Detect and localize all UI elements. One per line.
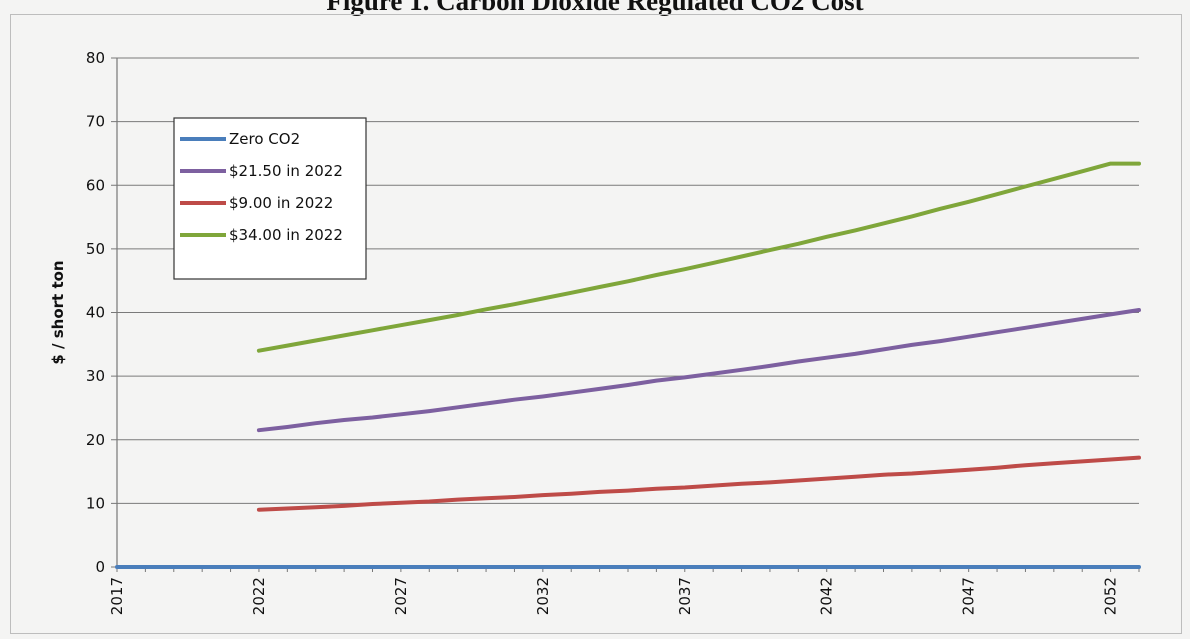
- y-tick-label: 60: [86, 176, 105, 194]
- x-tick-label: 2017: [108, 577, 126, 615]
- series-line-1: [256, 308, 1141, 433]
- series-line-2: [256, 455, 1141, 512]
- y-tick-label: 40: [86, 304, 105, 322]
- y-tick-label: 20: [86, 431, 105, 449]
- x-tick-label: 2032: [534, 577, 552, 615]
- y-tick-label: 50: [86, 240, 105, 258]
- legend-label: $21.50 in 2022: [229, 162, 343, 180]
- line-chart: 0 10 20 30 40 50 60 70 80 2017 2022 2027 2032 2037 204…: [49, 49, 1141, 615]
- x-tick-label: 2052: [1102, 577, 1120, 615]
- x-tick-label: 2027: [392, 577, 410, 615]
- y-tick-label: 80: [86, 49, 105, 67]
- legend-box: [173, 117, 367, 280]
- x-tick-label: 2022: [250, 577, 268, 615]
- y-tick-label: 0: [95, 558, 105, 576]
- legend-label: $34.00 in 2022: [229, 226, 343, 244]
- y-tick-label: 70: [86, 113, 105, 131]
- x-tick-label: 2037: [676, 577, 694, 615]
- y-tick-label: 10: [86, 494, 105, 512]
- chart-title: Figure 1. Carbon Dioxide Regulated CO2 C…: [326, 0, 864, 16]
- legend-label: Zero CO2: [229, 130, 300, 148]
- x-tick-label: 2042: [818, 577, 836, 615]
- legend-label: $9.00 in 2022: [229, 194, 333, 212]
- x-tick-label: 2047: [960, 577, 978, 615]
- y-tick-label: 30: [86, 367, 105, 385]
- y-axis-label: $ / short ton: [49, 260, 67, 364]
- series-line-3: [256, 161, 1141, 353]
- chart-area: 0 10 20 30 40 50 60 70 80 2017 2022 2027 2032 2037 204…: [10, 14, 1182, 634]
